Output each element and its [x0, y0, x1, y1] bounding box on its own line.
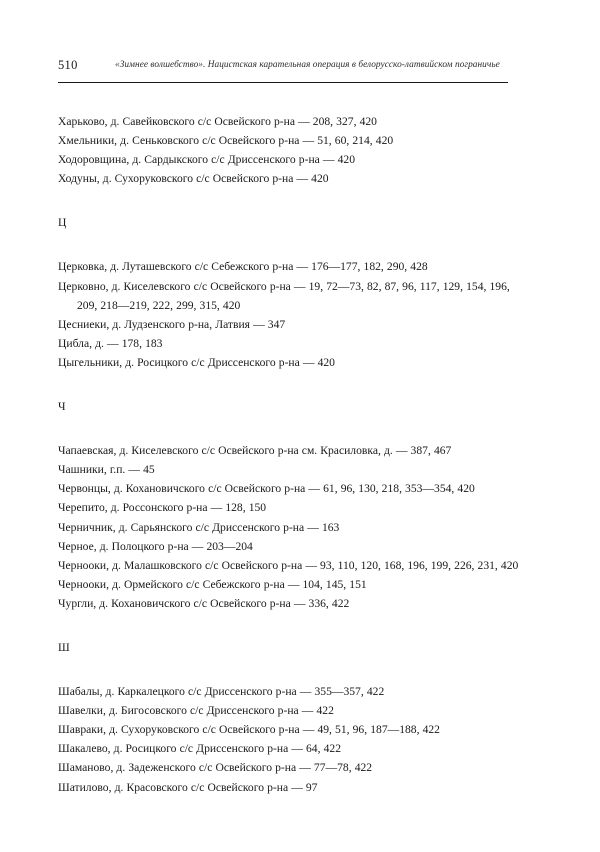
index-entry: Чернооки, д. Малашковского с/с Освейског…	[58, 558, 519, 572]
index-entry: Чернооки, д. Ормейского с/с Себежского р…	[58, 577, 367, 591]
index-entry: Черничник, д. Сарьянского с/с Дриссенско…	[58, 520, 340, 534]
section-letter-Ч: Ч	[58, 400, 66, 414]
index-entry: Хмельники, д. Сеньковского с/с Освейског…	[58, 134, 394, 148]
index-entry: Чапаевская, д. Киселевского с/с Освейско…	[58, 444, 452, 458]
index-entry: Церковно, д. Киселевского с/с Освейского…	[58, 279, 513, 312]
index-entry: Червонцы, д. Кохановичского с/с Освейско…	[58, 482, 475, 496]
index-entry: Ходоровщина, д. Сардыкского с/с Дриссенс…	[58, 153, 355, 167]
index-group: Ш Шабалы, д. Каркалецкого с/с Дриссенског…	[58, 613, 528, 797]
index-entry: Цибла, д. — 178, 183	[58, 336, 163, 350]
section-spacer	[58, 232, 528, 257]
header-rule	[58, 82, 508, 83]
section-spacer	[58, 657, 528, 682]
running-header: 510 «Зимнее волшебство». Нацистская кара…	[58, 58, 508, 78]
section-spacer	[58, 188, 528, 213]
index-body: Харьково, д. Савейковского с/с Освейског…	[58, 112, 528, 797]
section-letter-Ц: Ц	[58, 216, 67, 230]
section-spacer	[58, 372, 528, 397]
index-entry: Чургли, д. Кохановичского с/с Освейского…	[58, 596, 350, 610]
index-entry: Шавраки, д. Сухоруковского с/с Освейског…	[58, 723, 440, 737]
running-title: «Зимнее волшебство». Нацистская каратель…	[115, 60, 500, 70]
index-entry: Шатилово, д. Красовского с/с Освейского …	[58, 780, 318, 794]
index-entry: Церковка, д. Луташевского с/с Себежского…	[58, 260, 428, 274]
index-entry: Черепито, д. Россонского р-на — 128, 150	[58, 501, 267, 515]
index-entry: Шакалево, д. Росицкого с/с Дриссенского …	[58, 742, 341, 756]
section-spacer	[58, 416, 528, 441]
index-entry: Чашники, г.п. — 45	[58, 463, 155, 477]
index-entry: Черное, д. Полоцкого р-на — 203—204	[58, 539, 253, 553]
index-group: Харьково, д. Савейковского с/с Освейског…	[58, 112, 528, 188]
index-entry: Шабалы, д. Каркалецкого с/с Дриссенского…	[58, 685, 385, 699]
index-group: Ч Чапаевская, д. Киселевского с/с Освейск…	[58, 372, 528, 613]
index-entry: Харьково, д. Савейковского с/с Освейског…	[58, 115, 377, 128]
index-entry: Ходуны, д. Сухоруковского с/с Освейского…	[58, 172, 329, 186]
index-entry: Цыгельники, д. Росицкого с/с Дриссенског…	[58, 355, 335, 369]
page-number: 510	[58, 58, 78, 72]
index-entry: Цесниеки, д. Лудзенского р-на, Латвия — …	[58, 317, 286, 331]
index-entry: Шавелки, д. Бигосовского с/с Дриссенског…	[58, 704, 334, 718]
index-group: Ц Церковка, д. Луташевского с/с Себежског…	[58, 188, 528, 372]
section-letter-Ш: Ш	[58, 640, 70, 654]
section-spacer	[58, 613, 528, 638]
index-entry: Шаманово, д. Задеженского с/с Освейского…	[58, 761, 373, 775]
